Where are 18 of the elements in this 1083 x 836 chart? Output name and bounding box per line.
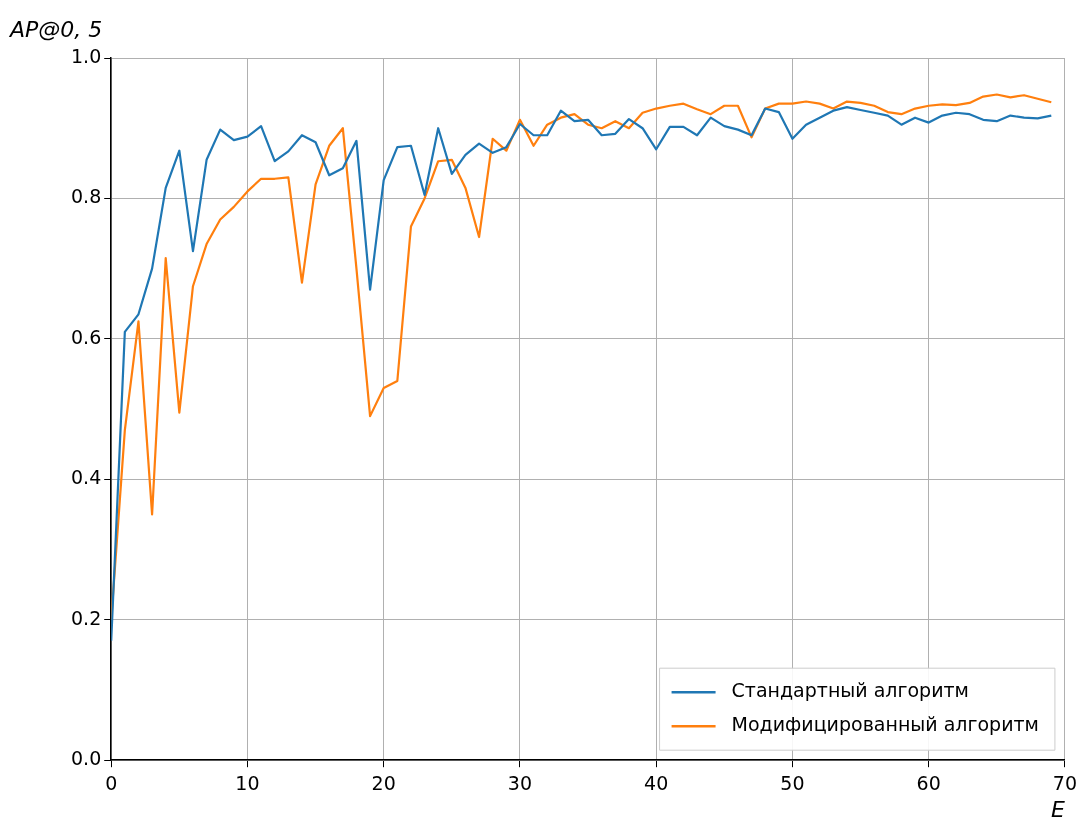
x-tick-label: 30: [507, 771, 533, 794]
y-tick-label: 0.0: [71, 747, 102, 770]
y-tick-label: 0.2: [71, 606, 102, 629]
y-tick-label: 1.0: [71, 44, 102, 67]
x-axis-title: E: [1051, 796, 1066, 822]
legend-label: Стандартный алгоритм: [731, 679, 969, 702]
x-tick-label: 10: [235, 771, 260, 794]
x-tick-label: 20: [371, 771, 396, 794]
x-tick-label: 0: [105, 771, 118, 794]
y-tick-label: 0.4: [71, 466, 102, 489]
y-tick-label: 0.8: [71, 185, 102, 208]
x-tick-label: 40: [644, 771, 669, 794]
x-tick-label: 70: [1052, 771, 1078, 794]
y-tick-label: 0.6: [71, 325, 102, 348]
x-tick-label: 60: [916, 771, 941, 794]
legend-label: Модифицированный алгоритм: [731, 713, 1039, 736]
x-tick-label: 50: [780, 771, 805, 794]
y-axis-title: AP@0, 5: [8, 16, 103, 42]
